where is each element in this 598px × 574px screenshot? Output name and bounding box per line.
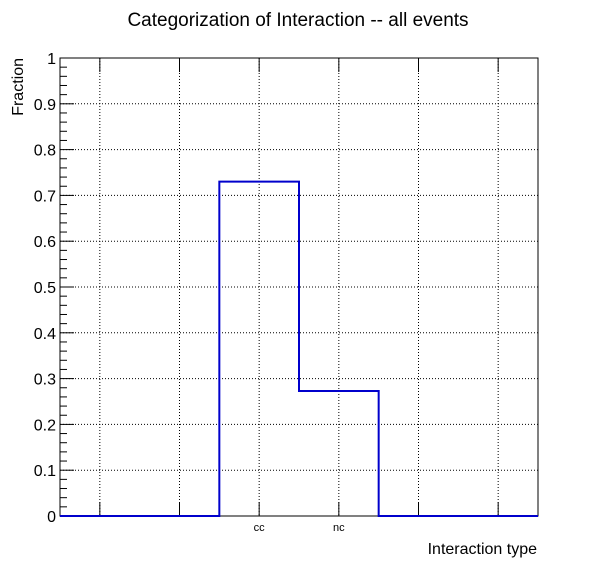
y-tick-label: 0.1 xyxy=(34,463,56,480)
x-axis-ticks xyxy=(99,58,499,516)
y-tick-label: 0.9 xyxy=(34,97,56,114)
y-tick-label: 0.6 xyxy=(34,234,56,251)
y-tick-label: 0.8 xyxy=(34,143,56,160)
y-axis-label: Fraction xyxy=(10,58,27,116)
y-tick-label: 0.3 xyxy=(34,372,56,389)
x-tick-labels: cc nc xyxy=(254,522,345,534)
y-tick-label: 0.5 xyxy=(34,280,56,297)
grid-lines xyxy=(60,58,538,516)
y-tick-label: 0.7 xyxy=(34,188,56,205)
y-tick-label: 1 xyxy=(47,51,56,68)
y-tick-label: 0.2 xyxy=(34,417,56,434)
x-axis-label: Interaction type xyxy=(428,541,538,558)
y-axis-ticks: 0 0.1 0.2 0.3 0.4 0.5 0.6 0.7 0.8 0.9 1 xyxy=(34,51,74,526)
histogram-bin-cc xyxy=(219,182,299,516)
histogram-bins xyxy=(60,180,538,517)
y-tick-label: 0.4 xyxy=(34,326,56,343)
chart-title: Categorization of Interaction -- all eve… xyxy=(127,10,468,31)
y-tick-label: 0 xyxy=(47,509,56,526)
x-tick-label-nc: nc xyxy=(333,522,345,534)
histogram-outline xyxy=(60,180,538,517)
x-tick-label-cc: cc xyxy=(254,522,266,534)
